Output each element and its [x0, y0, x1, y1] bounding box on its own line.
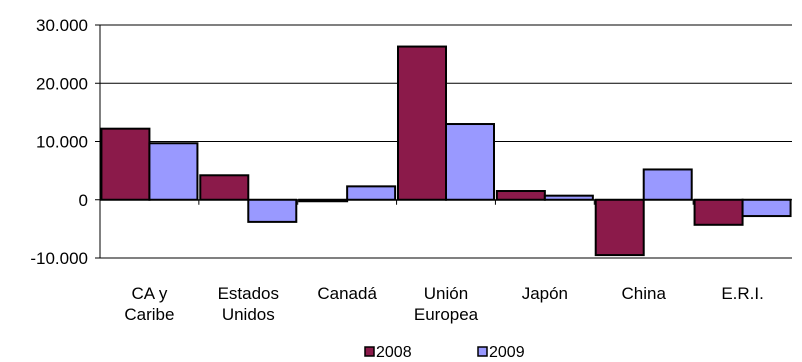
bar-2009-6: [741, 198, 792, 218]
bar-2008-1: [199, 174, 250, 201]
category-label-line: CA y: [131, 284, 167, 303]
category-label: E.R.I.: [721, 284, 764, 303]
category-label-line: Canadá: [317, 284, 377, 303]
category-label: Estados Unidos: [218, 284, 279, 324]
y-tick-label: 10.000: [36, 133, 88, 152]
category-label: Japón: [522, 284, 568, 303]
category-labels: CA y Caribe Estados Unidos Canadá Unión Europe…: [124, 284, 763, 324]
category-label-line: Unidos: [222, 305, 275, 324]
category-label-line: E.R.I.: [721, 284, 764, 303]
legend-swatch-2008: [364, 346, 375, 357]
bar-2009-4: [543, 194, 594, 201]
category-label-line: China: [622, 284, 667, 303]
category-label: Unión Europea: [414, 284, 479, 324]
y-tick-label: -10.000: [30, 249, 88, 268]
bars: [100, 45, 792, 257]
category-label-line: Japón: [522, 284, 568, 303]
legend: 2008 2009: [364, 344, 525, 361]
bar-2008-5: [594, 198, 645, 257]
category-label: CA y Caribe: [124, 284, 174, 324]
bar-2009-1: [247, 198, 298, 223]
y-tick-label: 30.000: [36, 16, 88, 35]
axes: [95, 24, 792, 259]
category-label: Canadá: [317, 284, 377, 303]
bar-2008-4: [495, 190, 546, 201]
bar-2009-3: [445, 123, 495, 201]
y-tick-label: 0: [79, 191, 88, 210]
category-label-line: Estados: [218, 284, 279, 303]
bar-2008-0: [100, 127, 151, 201]
legend-swatch-2009: [477, 346, 488, 357]
y-tick-label: 20.000: [36, 74, 88, 93]
bar-2008-6: [693, 198, 744, 226]
bar-2008-3: [397, 45, 447, 201]
category-label-line: Unión: [424, 284, 468, 303]
category-label-line: Caribe: [124, 305, 174, 324]
legend-label: 2009: [489, 344, 525, 361]
category-label-line: Europea: [414, 305, 479, 324]
bar-2009-0: [148, 142, 199, 201]
category-label: China: [622, 284, 667, 303]
legend-label: 2008: [376, 344, 412, 361]
y-tick-labels: -10.000 0 10.000 20.000 30.000: [30, 16, 88, 268]
bar-2009-2: [346, 185, 397, 201]
bar-2009-5: [642, 168, 693, 201]
